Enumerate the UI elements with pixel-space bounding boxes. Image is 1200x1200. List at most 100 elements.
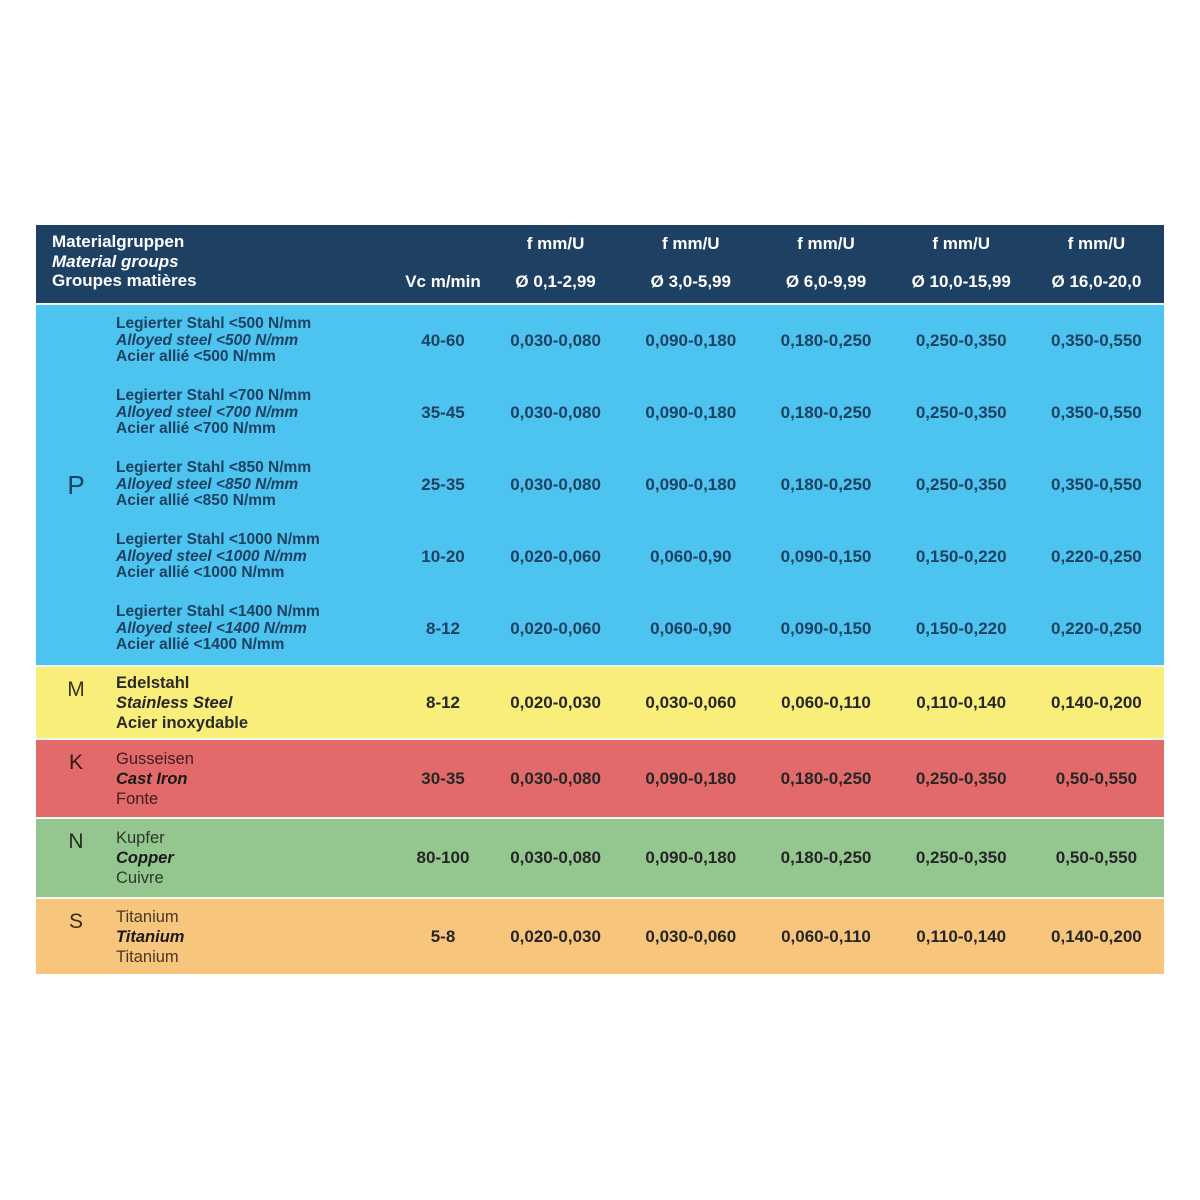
group-p-rows: Legierter Stahl <500 N/mm Alloyed steel … bbox=[116, 305, 1164, 665]
group-letter-k: K bbox=[68, 751, 83, 774]
material-name: Edelstahl Stainless Steel Acier inoxydab… bbox=[116, 673, 398, 733]
table-row: Legierter Stahl <500 N/mm Alloyed steel … bbox=[116, 305, 1164, 377]
material-group-s: S Titanium Titanium Titanium 5-8 0,020-0… bbox=[36, 897, 1164, 974]
feed-value: 0,030-0,080 bbox=[510, 768, 601, 788]
material-header-en: Material groups bbox=[52, 251, 179, 271]
feed-value: 0,350-0,550 bbox=[1051, 475, 1142, 494]
vc-value: 35-45 bbox=[421, 403, 465, 422]
feed-column-header-5: f mm/U Ø 16,0-20,0 bbox=[1029, 225, 1164, 303]
feed-value: 0,250-0,350 bbox=[915, 768, 1007, 788]
material-name: Kupfer Copper Cuivre bbox=[116, 828, 398, 888]
feed-column-header-4: f mm/U Ø 10,0-15,99 bbox=[894, 225, 1029, 303]
table-row: Edelstahl Stainless Steel Acier inoxydab… bbox=[116, 667, 1164, 738]
feed-value: 0,020-0,060 bbox=[510, 547, 601, 566]
feed-value: 0,140-0,200 bbox=[1051, 926, 1142, 946]
feed-value: 0,060-0,110 bbox=[781, 692, 871, 712]
feed-value: 0,220-0,250 bbox=[1051, 547, 1142, 566]
table-row: Legierter Stahl <700 N/mm Alloyed steel … bbox=[116, 377, 1164, 449]
diameter-range-label: Ø 16,0-20,0 bbox=[1051, 272, 1142, 291]
material-name-de: Edelstahl bbox=[116, 673, 190, 692]
material-name-fr: Acier allié <700 N/mm bbox=[116, 420, 276, 438]
feed-value: 0,110-0,140 bbox=[916, 926, 1007, 946]
material-group-n: N Kupfer Copper Cuivre 80-100 0,030-0,08… bbox=[36, 817, 1164, 897]
material-name: Legierter Stahl <850 N/mm Alloyed steel … bbox=[116, 460, 398, 510]
group-n-rows: Kupfer Copper Cuivre 80-100 0,030-0,080 … bbox=[116, 819, 1164, 897]
feed-column-header-3: f mm/U Ø 6,0-9,99 bbox=[758, 225, 893, 303]
material-name-fr: Acier allié <850 N/mm bbox=[116, 492, 276, 510]
material-name: Gusseisen Cast Iron Fonte bbox=[116, 749, 398, 809]
feed-value: 0,180-0,250 bbox=[780, 768, 872, 788]
group-letter-s: S bbox=[68, 910, 83, 933]
feed-value: 0,030-0,060 bbox=[645, 926, 737, 946]
table-row: Kupfer Copper Cuivre 80-100 0,030-0,080 … bbox=[116, 819, 1164, 897]
group-letter-n: N bbox=[68, 830, 84, 853]
material-name: Legierter Stahl <500 N/mm Alloyed steel … bbox=[116, 316, 398, 366]
vc-value: 40-60 bbox=[421, 331, 465, 350]
feed-value: 0,030-0,080 bbox=[510, 403, 601, 422]
material-name-de: Gusseisen bbox=[116, 749, 194, 768]
feed-value: 0,030-0,060 bbox=[645, 692, 737, 712]
feed-value: 0,090-0,150 bbox=[780, 547, 872, 566]
material-name-en: Alloyed steel <1400 N/mm bbox=[116, 619, 307, 637]
table-row: Legierter Stahl <1400 N/mm Alloyed steel… bbox=[116, 593, 1164, 665]
feed-value: 0,250-0,350 bbox=[915, 475, 1007, 494]
material-name-fr: Titanium bbox=[116, 947, 179, 966]
feed-value: 0,180-0,250 bbox=[780, 403, 872, 422]
feed-unit-label: f mm/U bbox=[526, 234, 585, 253]
material-name-en: Stainless Steel bbox=[116, 693, 233, 712]
feed-value: 0,030-0,080 bbox=[510, 848, 601, 867]
feed-value: 0,180-0,250 bbox=[780, 848, 872, 867]
feed-value: 0,060-0,110 bbox=[781, 926, 871, 946]
material-name-de: Kupfer bbox=[116, 829, 165, 847]
material-name: Titanium Titanium Titanium bbox=[116, 907, 398, 967]
feed-value: 0,090-0,180 bbox=[645, 403, 737, 422]
group-letter-p: P bbox=[67, 469, 85, 500]
table-row: Legierter Stahl <1000 N/mm Alloyed steel… bbox=[116, 521, 1164, 593]
material-name-fr: Fonte bbox=[116, 789, 159, 808]
diameter-range-label: Ø 3,0-5,99 bbox=[650, 272, 731, 291]
feed-column-header-1: f mm/U Ø 0,1-2,99 bbox=[488, 225, 623, 303]
material-name-de: Titanium bbox=[116, 907, 179, 926]
vc-value: 8-12 bbox=[425, 692, 461, 712]
material-name-fr: Cuivre bbox=[116, 869, 164, 887]
feed-value: 0,090-0,150 bbox=[780, 619, 872, 638]
material-name-en: Titanium bbox=[116, 927, 185, 946]
feed-unit-label: f mm/U bbox=[797, 234, 855, 253]
feed-unit-label: f mm/U bbox=[1067, 234, 1126, 253]
feed-value: 0,150-0,220 bbox=[915, 619, 1007, 638]
feed-value: 0,020-0,030 bbox=[510, 692, 601, 712]
vc-value: 30-35 bbox=[421, 768, 465, 788]
feed-value: 0,110-0,140 bbox=[916, 692, 1007, 712]
feed-value: 0,50-0,550 bbox=[1055, 848, 1138, 867]
cutting-data-table: Materialgruppen Material groups Groupes … bbox=[36, 225, 1164, 974]
diameter-range-label: Ø 10,0-15,99 bbox=[911, 272, 1011, 291]
feed-value: 0,180-0,250 bbox=[780, 331, 872, 350]
feed-value: 0,060-0,90 bbox=[650, 547, 732, 566]
feed-value: 0,220-0,250 bbox=[1051, 619, 1142, 638]
diameter-range-label: Ø 0,1-2,99 bbox=[515, 272, 596, 291]
feed-value: 0,090-0,180 bbox=[645, 331, 737, 350]
group-s-rows: Titanium Titanium Titanium 5-8 0,020-0,0… bbox=[116, 899, 1164, 974]
feed-value: 0,140-0,200 bbox=[1051, 692, 1142, 712]
feed-value: 0,090-0,180 bbox=[645, 475, 737, 494]
material-name-en: Alloyed steel <500 N/mm bbox=[116, 331, 299, 349]
material-name: Legierter Stahl <1400 N/mm Alloyed steel… bbox=[116, 604, 398, 654]
feed-value: 0,020-0,060 bbox=[510, 619, 601, 638]
feed-unit-label: f mm/U bbox=[932, 234, 990, 253]
material-name-en: Alloyed steel <850 N/mm bbox=[116, 475, 299, 493]
feed-value: 0,250-0,350 bbox=[915, 848, 1007, 867]
vc-value: 25-35 bbox=[421, 475, 465, 494]
feed-value: 0,180-0,250 bbox=[780, 475, 872, 494]
feed-unit-label: f mm/U bbox=[661, 234, 720, 253]
table-header: Materialgruppen Material groups Groupes … bbox=[36, 225, 1164, 303]
material-name-de: Legierter Stahl <500 N/mm bbox=[116, 315, 312, 333]
feed-value: 0,090-0,180 bbox=[645, 848, 737, 867]
vc-column-header: Vc m/min bbox=[405, 272, 481, 291]
material-name-en: Copper bbox=[116, 849, 174, 867]
material-group-m: M Edelstahl Stainless Steel Acier inoxyd… bbox=[36, 665, 1164, 738]
material-header-fr: Groupes matières bbox=[52, 271, 197, 290]
feed-value: 0,350-0,550 bbox=[1051, 331, 1142, 350]
material-name-en: Alloyed steel <1000 N/mm bbox=[116, 547, 307, 565]
group-k-rows: Gusseisen Cast Iron Fonte 30-35 0,030-0,… bbox=[116, 740, 1164, 817]
material-name-de: Legierter Stahl <1000 N/mm bbox=[116, 531, 320, 549]
